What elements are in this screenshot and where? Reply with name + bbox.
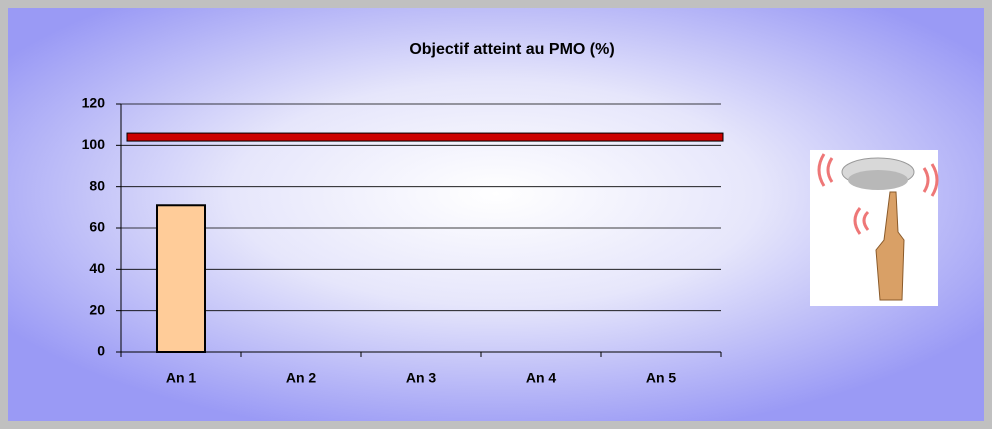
bar [156,204,206,353]
detector-base [848,170,908,190]
waves [817,153,939,235]
y-tick-label: 60 [89,219,105,235]
x-tick-label: An 2 [286,370,317,386]
y-tick-label: 0 [97,343,105,359]
hand [875,191,905,301]
x-tick-label: An 3 [406,370,437,386]
x-tick-label: An 1 [166,370,197,386]
chart-title: Objectif atteint au PMO (%) [409,41,614,58]
y-tick-label: 100 [82,136,106,152]
x-tick-label: An 4 [526,370,557,386]
y-tick-label: 120 [82,95,106,111]
x-tick-label: An 5 [646,370,677,386]
target-line [126,132,724,142]
y-tick-label: 20 [89,301,105,317]
y-tick-label: 40 [89,260,105,276]
illustration [810,150,939,306]
y-tick-label: 80 [89,177,105,193]
